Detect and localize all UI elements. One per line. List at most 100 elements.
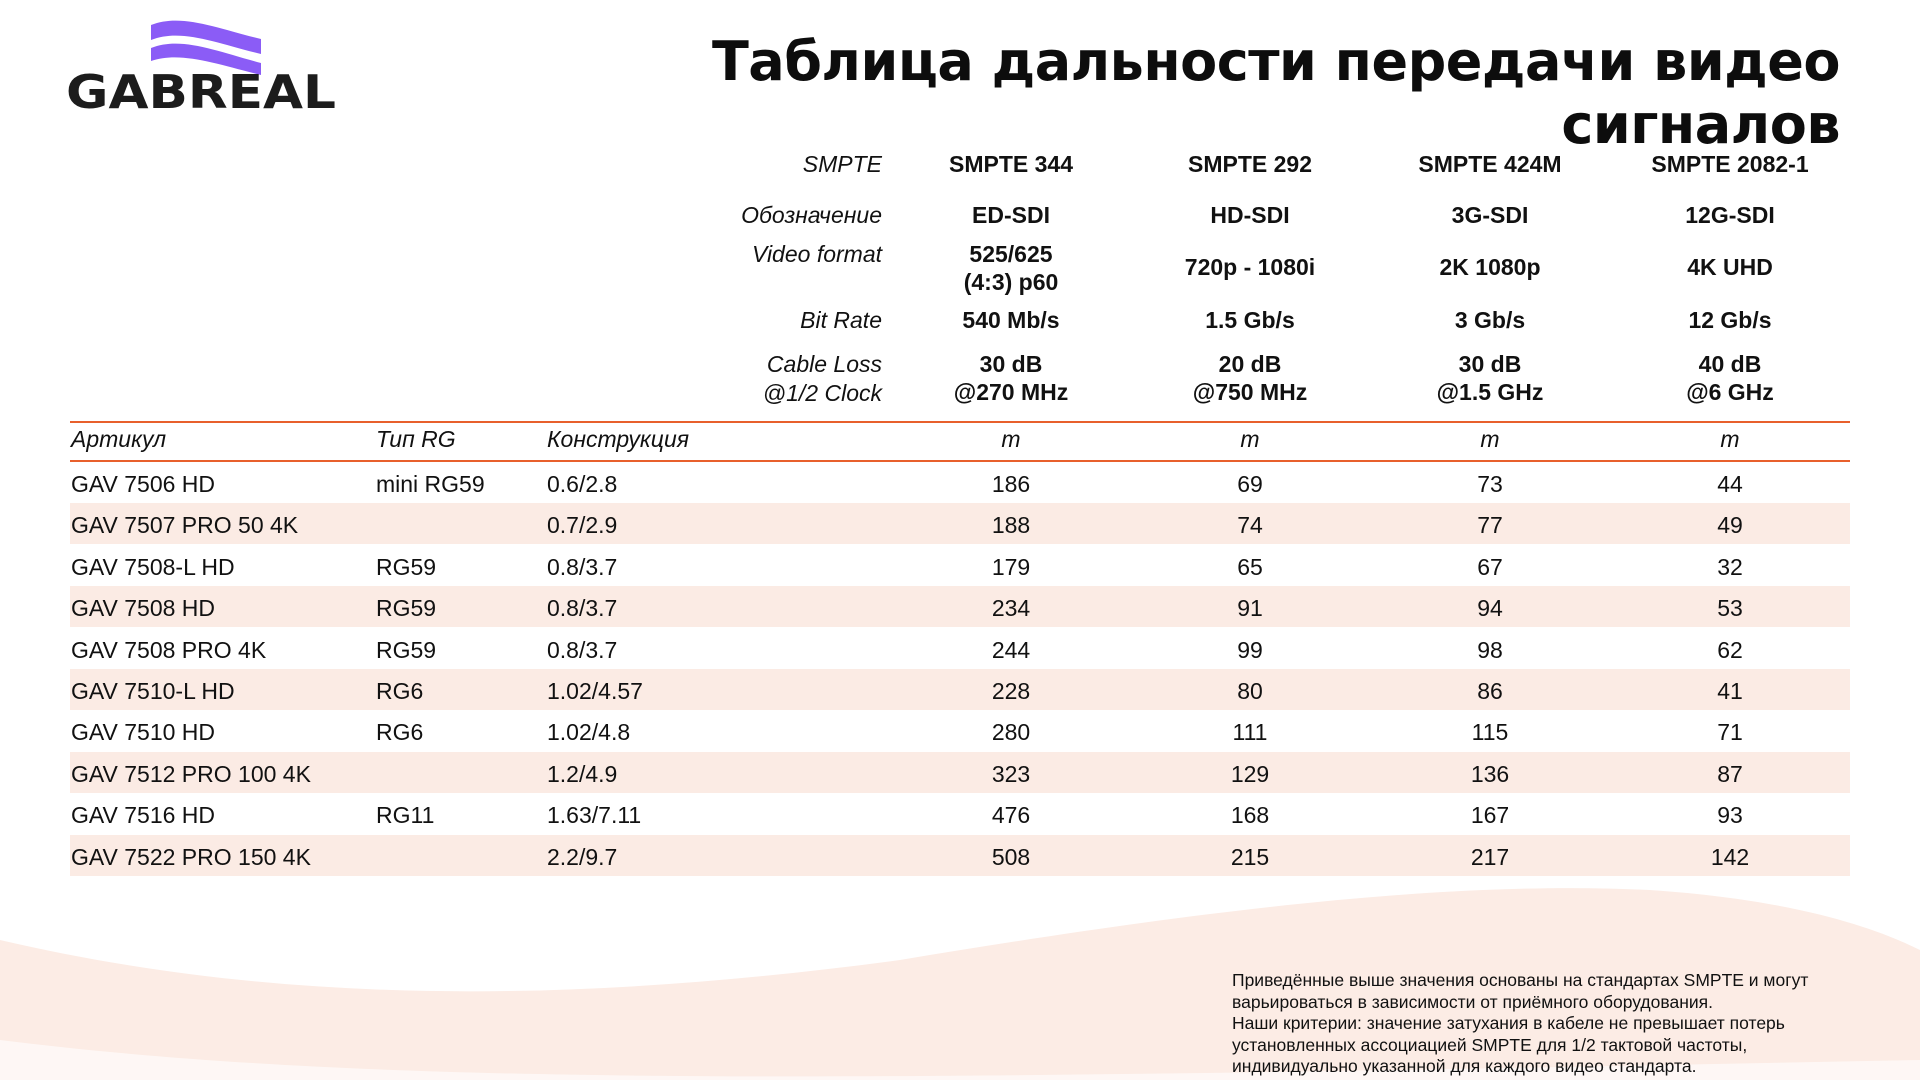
table-row: GAV 7510-L HD RG6 1.02/4.57 228 80 86 41 (70, 669, 1850, 710)
footnote-line: варьироваться в зависимости от приёмного… (1232, 991, 1713, 1012)
gabreal-logo: GABREAL (66, 20, 336, 113)
distance-cell: 280 (991, 719, 1031, 746)
header-value: 4K UHD (1687, 254, 1773, 280)
distance-cell: 179 (991, 553, 1031, 580)
distance-cell: 77 (1477, 512, 1503, 539)
distance-cell: 186 (991, 471, 1031, 497)
header-value: HD-SDI (1210, 202, 1290, 228)
header-value: 3 Gb/s (1454, 307, 1526, 333)
col-header-article: Артикул (71, 426, 167, 452)
rg-type-cell: RG6 (376, 719, 424, 746)
article-cell: GAV 7508-L HD (71, 553, 235, 580)
header-value: 540 Mb/s (962, 307, 1060, 333)
table-row: GAV 7510 HD RG6 1.02/4.8 280 111 115 71 (70, 710, 1850, 751)
header-value: ED-SDI (972, 202, 1050, 228)
header-value: 1.5 Gb/s (1205, 307, 1295, 333)
rg-type-cell: RG6 (376, 678, 424, 704)
distance-cell: 188 (991, 512, 1031, 539)
distance-cell: 93 (1717, 802, 1743, 829)
header-value: SMPTE 344 (949, 151, 1073, 177)
rg-type-cell: RG59 (376, 553, 437, 580)
header-value: 2K 1080p (1439, 254, 1541, 280)
svg-text:GABREAL: GABREAL (66, 65, 336, 113)
header-value: SMPTE 2082-1 (1651, 151, 1809, 177)
distance-cell: 111 (1232, 719, 1268, 746)
distance-cell: 86 (1477, 678, 1503, 704)
construction-cell: 1.2/4.9 (547, 760, 618, 787)
distance-cell: 129 (1230, 760, 1270, 787)
header-label: Bit Rate (800, 307, 882, 333)
distance-cell: 74 (1237, 512, 1263, 539)
distance-cell: 168 (1230, 802, 1270, 829)
distance-cell: 91 (1237, 595, 1263, 622)
distance-cell: 99 (1237, 636, 1263, 663)
distance-cell: 476 (991, 802, 1031, 829)
distance-cell: 32 (1717, 553, 1743, 580)
table-row: GAV 7508 PRO 4K RG59 0.8/3.7 244 99 98 62 (70, 628, 1850, 669)
page-title: Таблица дальности передачи видео сигнало… (711, 30, 1841, 156)
header-label: Cable Loss @1/2 Clock (762, 351, 882, 406)
distance-cell: 65 (1237, 553, 1263, 580)
distance-cell: 62 (1717, 636, 1743, 663)
distance-cell: 167 (1470, 802, 1510, 829)
rg-type-cell: RG59 (376, 636, 437, 663)
table-row: GAV 7522 PRO 150 4K 2.2/9.7 508 215 217 142 (70, 834, 1850, 876)
header-value: 525/625 (4:3) p60 (963, 241, 1059, 295)
construction-cell: 0.7/2.9 (547, 512, 618, 539)
footnote-line: индивидуально указанной для каждого виде… (1232, 1056, 1697, 1076)
table-row: GAV 7508 HD RG59 0.8/3.7 234 91 94 53 (70, 586, 1850, 628)
unit-label: m (1001, 426, 1021, 452)
footnote-line: Приведённые выше значения основаны на ст… (1232, 970, 1809, 990)
construction-cell: 0.6/2.8 (547, 471, 618, 497)
header-value: SMPTE 292 (1188, 151, 1312, 177)
rg-type-cell: mini RG59 (376, 471, 485, 497)
distance-cell: 87 (1717, 760, 1743, 787)
construction-cell: 0.8/3.7 (547, 553, 618, 580)
distance-cell: 41 (1717, 678, 1743, 704)
header-value: 40 dB @6 GHz (1686, 351, 1774, 405)
article-cell: GAV 7516 HD (71, 802, 216, 829)
col-header-construction: Конструкция (547, 426, 690, 452)
construction-cell: 1.02/4.8 (547, 719, 631, 746)
footnote-line: Наши критерии: значение затухания в кабе… (1232, 1013, 1785, 1033)
table-row: GAV 7512 PRO 100 4K 1.2/4.9 323 129 136 87 (70, 751, 1850, 793)
distance-cell: 217 (1470, 843, 1510, 870)
header-value: 12 Gb/s (1688, 307, 1772, 333)
header-value: 20 dB @750 MHz (1192, 351, 1308, 405)
header-value: 12G-SDI (1685, 202, 1775, 228)
header-value: 30 dB @270 MHz (953, 351, 1069, 405)
unit-label: m (1240, 426, 1260, 452)
header-value: 720p - 1080i (1184, 254, 1316, 280)
distance-cell: 80 (1237, 678, 1263, 704)
construction-cell: 1.02/4.57 (547, 678, 643, 704)
distance-cell: 215 (1230, 843, 1270, 870)
article-cell: GAV 7508 PRO 4K (71, 636, 267, 663)
distance-cell: 44 (1717, 471, 1743, 497)
distance-cell: 234 (991, 595, 1031, 622)
construction-cell: 0.8/3.7 (547, 595, 618, 622)
rg-type-cell: RG59 (376, 595, 437, 622)
table-row: GAV 7508-L HD RG59 0.8/3.7 179 65 67 32 (70, 545, 1850, 586)
footnote-line: установленных ассоциацией SMPTE для 1/2 … (1232, 1034, 1748, 1055)
article-cell: GAV 7507 PRO 50 4K (71, 512, 299, 539)
article-cell: GAV 7510-L HD (71, 678, 235, 704)
table-row: GAV 7506 HD mini RG59 0.6/2.8 186 69 73 44 (70, 462, 1850, 503)
unit-label: m (1720, 426, 1740, 452)
header-value: 30 dB @1.5 GHz (1436, 351, 1544, 405)
table-row: GAV 7516 HD RG11 1.63/7.11 476 168 167 93 (70, 793, 1850, 834)
article-cell: GAV 7510 HD (71, 719, 216, 746)
rg-type-cell: RG11 (376, 802, 435, 829)
distance-cell: 136 (1470, 760, 1510, 787)
distance-cell: 244 (991, 636, 1031, 663)
distance-cell: 73 (1477, 471, 1503, 497)
col-header-rg: Тип RG (376, 426, 456, 452)
distance-cell: 69 (1237, 471, 1263, 497)
footnote: Приведённые выше значения основаны на ст… (1232, 970, 1808, 1078)
article-cell: GAV 7506 HD (71, 471, 216, 497)
header-value: 3G-SDI (1451, 202, 1529, 228)
distance-cell: 94 (1477, 595, 1503, 622)
article-cell: GAV 7508 HD (71, 595, 216, 622)
distance-cell: 323 (991, 760, 1031, 787)
header-divider-top (70, 421, 1850, 423)
